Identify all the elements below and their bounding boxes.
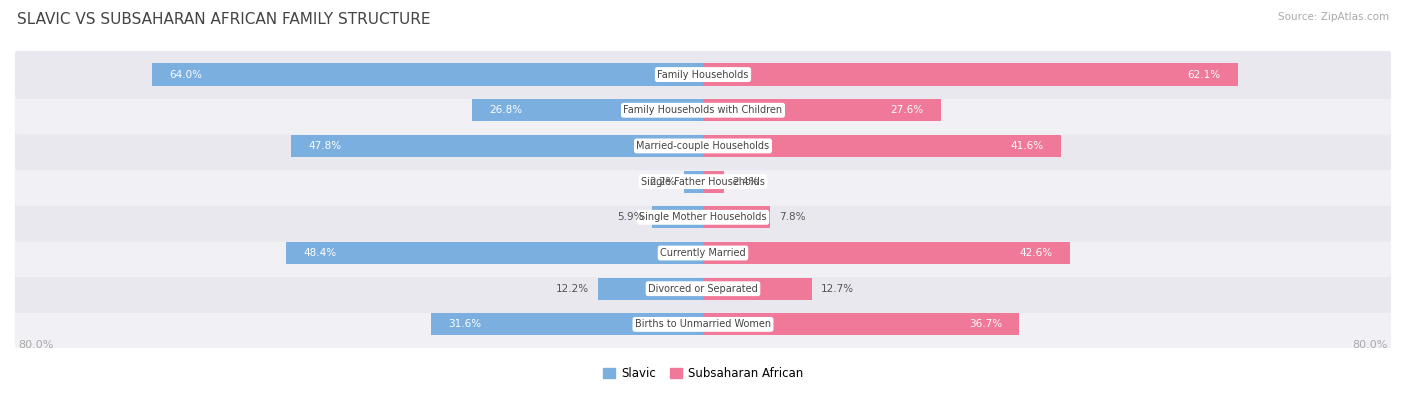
- Text: 36.7%: 36.7%: [969, 320, 1002, 329]
- Bar: [291, 135, 703, 157]
- Text: 48.4%: 48.4%: [304, 248, 336, 258]
- Text: 41.6%: 41.6%: [1011, 141, 1045, 151]
- Text: 27.6%: 27.6%: [890, 105, 924, 115]
- Bar: [430, 313, 703, 335]
- Text: 31.6%: 31.6%: [449, 320, 481, 329]
- FancyBboxPatch shape: [15, 229, 1391, 277]
- FancyBboxPatch shape: [15, 50, 1391, 99]
- Text: 12.2%: 12.2%: [557, 284, 589, 294]
- FancyBboxPatch shape: [15, 193, 1391, 242]
- Bar: [703, 313, 1019, 335]
- FancyBboxPatch shape: [15, 264, 1391, 313]
- Bar: [703, 242, 1070, 264]
- FancyBboxPatch shape: [15, 122, 1391, 170]
- Text: 42.6%: 42.6%: [1019, 248, 1053, 258]
- FancyBboxPatch shape: [15, 157, 1391, 206]
- Text: 2.2%: 2.2%: [650, 177, 675, 186]
- Text: Source: ZipAtlas.com: Source: ZipAtlas.com: [1278, 12, 1389, 22]
- Bar: [703, 64, 1237, 86]
- Bar: [703, 278, 813, 300]
- Bar: [703, 206, 770, 228]
- FancyBboxPatch shape: [15, 300, 1391, 349]
- Text: Family Households with Children: Family Households with Children: [623, 105, 783, 115]
- Bar: [703, 99, 941, 121]
- Text: Currently Married: Currently Married: [661, 248, 745, 258]
- Text: 26.8%: 26.8%: [489, 105, 523, 115]
- Text: Family Households: Family Households: [658, 70, 748, 79]
- Text: 47.8%: 47.8%: [308, 141, 342, 151]
- Legend: Slavic, Subsaharan African: Slavic, Subsaharan African: [603, 367, 803, 380]
- Text: Births to Unmarried Women: Births to Unmarried Women: [636, 320, 770, 329]
- Bar: [685, 171, 703, 193]
- Text: 62.1%: 62.1%: [1188, 70, 1220, 79]
- Bar: [152, 64, 703, 86]
- Bar: [287, 242, 703, 264]
- Bar: [703, 135, 1062, 157]
- Bar: [652, 206, 703, 228]
- Text: Divorced or Separated: Divorced or Separated: [648, 284, 758, 294]
- Bar: [703, 171, 724, 193]
- Text: Single Mother Households: Single Mother Households: [640, 213, 766, 222]
- Text: 64.0%: 64.0%: [169, 70, 202, 79]
- Text: Married-couple Households: Married-couple Households: [637, 141, 769, 151]
- Text: 2.4%: 2.4%: [733, 177, 759, 186]
- Text: Single Father Households: Single Father Households: [641, 177, 765, 186]
- Text: 12.7%: 12.7%: [821, 284, 853, 294]
- Text: SLAVIC VS SUBSAHARAN AFRICAN FAMILY STRUCTURE: SLAVIC VS SUBSAHARAN AFRICAN FAMILY STRU…: [17, 12, 430, 27]
- Text: 80.0%: 80.0%: [1353, 340, 1388, 350]
- FancyBboxPatch shape: [15, 86, 1391, 135]
- Text: 7.8%: 7.8%: [779, 213, 806, 222]
- Text: 5.9%: 5.9%: [617, 213, 644, 222]
- Bar: [472, 99, 703, 121]
- Bar: [598, 278, 703, 300]
- Text: 80.0%: 80.0%: [18, 340, 53, 350]
